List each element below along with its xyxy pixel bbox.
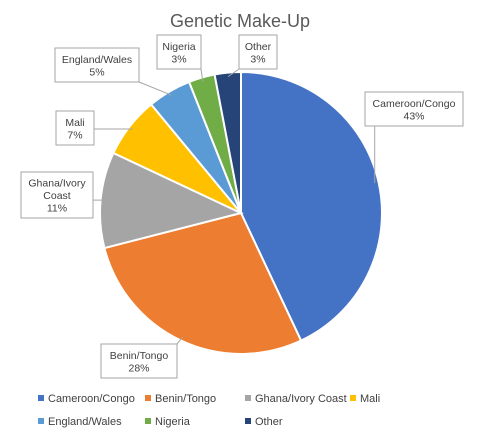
legend-swatch-mali [350,395,356,401]
data-label-ghana-ivory-coast-line-1: Ghana/Ivory [28,178,86,190]
legend-swatch-england-wales [38,418,44,424]
leader-line-england-wales [138,81,172,96]
chart-title: Genetic Make-Up [170,11,310,31]
callout-box-cameroon-congo [364,91,464,127]
data-label-england-wales-line-2: 5% [89,66,104,78]
callout-box-england-wales [54,47,140,83]
data-label-ghana-ivory-coast-line-2: Coast [43,190,71,202]
data-label-other-line-2: 3% [250,53,265,65]
data-label-other-line-1: Other [245,41,272,53]
legend-label-nigeria: Nigeria [155,416,191,428]
callout-box-other [238,34,278,70]
legend-item-ghana-ivory-coast: Ghana/Ivory Coast [245,393,347,405]
leader-line-benin-tongo [176,336,184,345]
leader-line-nigeria [200,68,204,82]
data-label-mali-line-2: 7% [67,129,82,141]
callout-box-mali [55,110,95,146]
data-label-benin-tongo-line-1: Benin/Tongo [110,350,169,362]
callout-box-nigeria [156,34,202,70]
legend-label-other: Other [255,416,283,428]
pie-slices [99,70,383,355]
pie-slice-cameroon-congo [240,70,383,342]
legend-swatch-ghana-ivory-coast [245,395,251,401]
legend-label-england-wales: England/Wales [48,416,122,428]
legend-item-england-wales: England/Wales [38,416,122,428]
data-label-nigeria-line-1: Nigeria [162,41,195,53]
legend-item-cameroon-congo: Cameroon/Congo [38,393,135,405]
legend-label-benin-tongo: Benin/Tongo [155,393,216,405]
legend-swatch-other [245,418,251,424]
callout-box-ghana-ivory-coast [20,171,94,219]
leader-line-other [227,68,240,78]
legend-label-cameroon-congo: Cameroon/Congo [48,393,135,405]
legend-label-ghana-ivory-coast: Ghana/Ivory Coast [255,393,347,405]
legend-item-nigeria: Nigeria [145,416,191,428]
data-label-cameroon-congo-line-2: 43% [403,110,424,122]
data-label-nigeria-line-2: 3% [171,53,186,65]
data-label-benin-tongo-line-2: 28% [128,362,149,374]
legend-item-benin-tongo: Benin/Tongo [145,393,216,405]
data-label-cameroon-congo-line-1: Cameroon/Congo [373,98,456,110]
data-label-mali-line-1: Mali [65,117,84,129]
pie-slice-benin-tongo [103,211,303,355]
legend-swatch-benin-tongo [145,395,151,401]
legend-label-mali: Mali [360,393,380,405]
legend-swatch-nigeria [145,418,151,424]
legend-item-other: Other [245,416,283,428]
legend-swatch-cameroon-congo [38,395,44,401]
callout-box-benin-tongo [100,343,178,379]
legend-item-mali: Mali [350,393,380,405]
data-label-ghana-ivory-coast-line-3: 11% [47,203,67,215]
data-label-england-wales-line-1: England/Wales [62,54,132,66]
chart-legend: Cameroon/Congo Benin/Tongo Ghana/Ivory Coa… [38,393,380,428]
pie-slice-other [213,70,242,214]
